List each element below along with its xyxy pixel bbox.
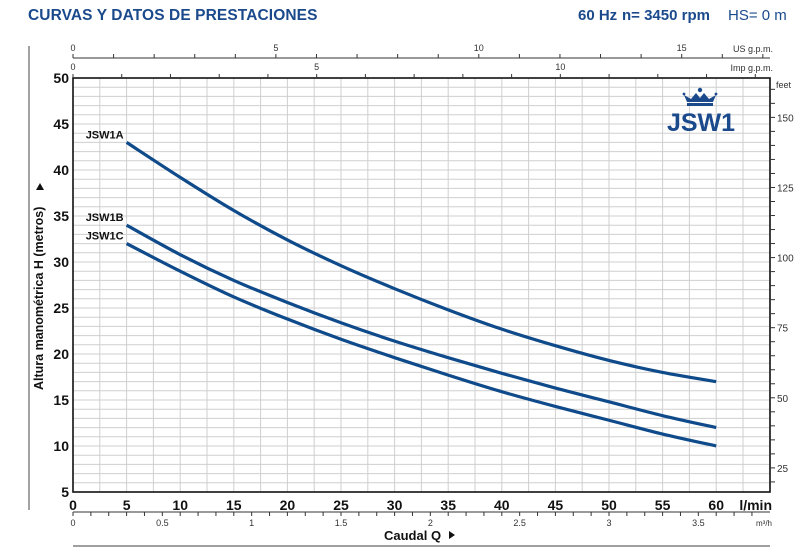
curve-label-jsw1c: JSW1C xyxy=(86,231,124,243)
svg-text:5: 5 xyxy=(314,62,319,72)
svg-text:150: 150 xyxy=(777,113,794,124)
svg-text:50: 50 xyxy=(777,394,789,405)
svg-text:1: 1 xyxy=(249,518,254,528)
svg-text:10: 10 xyxy=(555,62,565,72)
svg-text:3.5: 3.5 xyxy=(692,518,705,528)
svg-text:feet: feet xyxy=(776,80,792,90)
svg-text:Caudal Q: Caudal Q xyxy=(384,528,441,543)
page-title: CURVAS Y DATOS DE PRESTACIONES xyxy=(28,7,318,24)
svg-text:50: 50 xyxy=(53,70,69,86)
svg-text:0: 0 xyxy=(70,518,75,528)
svg-text:75: 75 xyxy=(777,324,789,335)
svg-text:20: 20 xyxy=(280,497,296,513)
svg-text:l/min: l/min xyxy=(739,497,772,513)
svg-text:0: 0 xyxy=(70,62,75,72)
curve-jsw1b xyxy=(125,223,717,430)
svg-text:60: 60 xyxy=(708,497,724,513)
svg-text:20: 20 xyxy=(53,346,69,362)
speed-label: n= 3450 rpm xyxy=(622,7,710,24)
svg-text:15: 15 xyxy=(677,43,687,53)
svg-text:40: 40 xyxy=(494,497,510,513)
curve-jsw1a xyxy=(125,141,717,384)
svg-text:5: 5 xyxy=(61,484,69,500)
svg-text:45: 45 xyxy=(548,497,564,513)
svg-text:5: 5 xyxy=(123,497,131,513)
svg-text:55: 55 xyxy=(655,497,671,513)
svg-text:10: 10 xyxy=(53,438,69,454)
crown-icon xyxy=(682,87,718,106)
svg-text:0: 0 xyxy=(70,43,75,53)
svg-text:m³/h: m³/h xyxy=(756,519,772,528)
svg-text:Altura manométrica H (metros): Altura manométrica H (metros) xyxy=(32,207,46,390)
svg-text:0: 0 xyxy=(69,497,77,513)
svg-text:100: 100 xyxy=(777,254,794,265)
svg-text:45: 45 xyxy=(53,116,69,132)
svg-text:35: 35 xyxy=(440,497,456,513)
svg-text:15: 15 xyxy=(226,497,242,513)
svg-text:30: 30 xyxy=(53,254,69,270)
svg-text:30: 30 xyxy=(387,497,403,513)
curve-label-jsw1a: JSW1A xyxy=(86,129,124,141)
svg-text:15: 15 xyxy=(53,392,69,408)
svg-text:35: 35 xyxy=(53,208,69,224)
svg-text:2: 2 xyxy=(428,518,433,528)
svg-text:10: 10 xyxy=(172,497,188,513)
svg-text:US g.p.m.: US g.p.m. xyxy=(733,44,773,54)
svg-text:25: 25 xyxy=(777,464,789,475)
svg-text:125: 125 xyxy=(777,183,794,194)
curve-label-jsw1b: JSW1B xyxy=(86,212,124,224)
chart-axes xyxy=(28,46,775,547)
svg-text:3: 3 xyxy=(606,518,611,528)
svg-text:50: 50 xyxy=(601,497,617,513)
svg-text:0.5: 0.5 xyxy=(156,518,169,528)
svg-text:1.5: 1.5 xyxy=(335,518,348,528)
svg-text:2.5: 2.5 xyxy=(513,518,526,528)
svg-text:5: 5 xyxy=(273,43,278,53)
jsw1-logo: JSW1 xyxy=(667,87,735,137)
frequency-label: 60 Hz xyxy=(578,7,618,24)
chart-grid xyxy=(72,77,771,493)
svg-text:Imp g.p.m.: Imp g.p.m. xyxy=(730,63,773,73)
logo-text: JSW1 xyxy=(667,109,735,137)
svg-text:40: 40 xyxy=(53,162,69,178)
chart-curves xyxy=(125,141,717,448)
svg-text:25: 25 xyxy=(333,497,349,513)
svg-text:10: 10 xyxy=(474,43,484,53)
svg-text:25: 25 xyxy=(53,300,69,316)
curve-jsw1c xyxy=(125,242,717,448)
suction-height-label: HS= 0 m xyxy=(728,7,787,24)
